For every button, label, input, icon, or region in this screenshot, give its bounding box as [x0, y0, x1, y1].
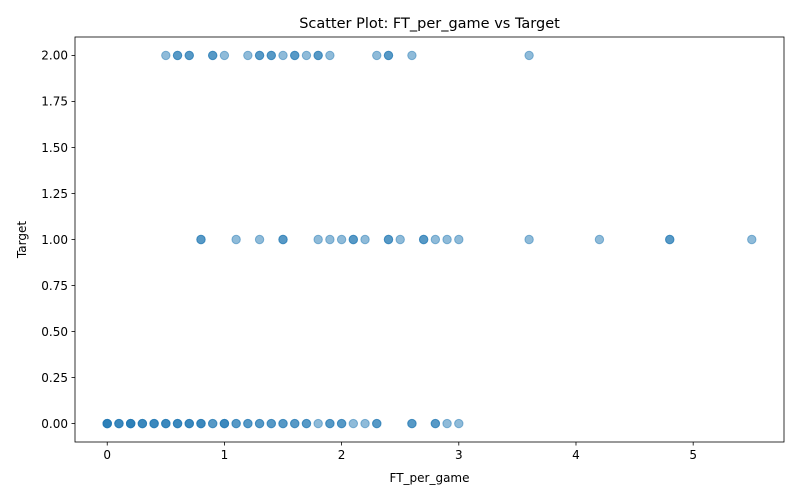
- x-tick-label: 3: [455, 448, 463, 462]
- data-point: [372, 50, 382, 61]
- data-point: [325, 234, 335, 245]
- x-tick-label: 4: [572, 448, 580, 462]
- data-point: [184, 418, 194, 429]
- data-point: [278, 234, 288, 245]
- data-point: [336, 418, 347, 429]
- data-point: [383, 234, 394, 245]
- data-point: [313, 234, 323, 245]
- x-axis: 0 1 2 3 4 5: [103, 442, 697, 462]
- data-point: [266, 418, 276, 429]
- data-point: [266, 50, 276, 61]
- data-point: [231, 418, 241, 429]
- data-point: [747, 234, 757, 245]
- data-point: [290, 418, 300, 429]
- y-tick-label: 1.75: [41, 95, 68, 109]
- x-tick-label: 2: [338, 448, 346, 462]
- data-point: [418, 234, 429, 245]
- data-point: [184, 50, 194, 61]
- data-point: [313, 418, 323, 429]
- data-point: [278, 418, 288, 429]
- data-point: [207, 418, 218, 429]
- data-point: [430, 418, 441, 429]
- data-point: [254, 234, 265, 245]
- data-point: [254, 50, 265, 61]
- data-point: [325, 418, 335, 429]
- data-point: [219, 50, 230, 61]
- data-point: [348, 418, 359, 429]
- data-point: [442, 234, 452, 245]
- data-point: [290, 50, 300, 61]
- chart-title: Scatter Plot: FT_per_game vs Target: [299, 16, 560, 32]
- data-point: [207, 50, 218, 61]
- x-tick-label: 5: [689, 448, 697, 462]
- data-point: [243, 418, 253, 429]
- data-point: [114, 418, 124, 429]
- data-point: [231, 234, 241, 245]
- data-point: [665, 234, 675, 245]
- y-tick-label: 0.25: [41, 371, 68, 385]
- data-point: [360, 234, 370, 245]
- data-point: [172, 418, 183, 429]
- data-point: [301, 418, 312, 429]
- y-tick-label: 1.50: [41, 141, 68, 155]
- data-point: [149, 418, 159, 429]
- data-point: [278, 50, 288, 61]
- x-axis-title: FT_per_game: [390, 471, 470, 485]
- data-point: [383, 50, 394, 61]
- y-axis-title: Target: [15, 221, 29, 259]
- data-point: [313, 50, 323, 61]
- data-point: [348, 234, 359, 245]
- data-point: [254, 418, 265, 429]
- data-point: [161, 50, 171, 61]
- data-point: [219, 418, 230, 429]
- data-point: [172, 50, 183, 61]
- data-point: [102, 418, 112, 429]
- data-point: [336, 234, 347, 245]
- data-point: [524, 50, 534, 61]
- data-point: [594, 234, 605, 245]
- data-point: [372, 418, 382, 429]
- data-point: [407, 418, 417, 429]
- y-tick-label: 0.50: [41, 325, 68, 339]
- data-point: [196, 418, 206, 429]
- y-tick-label: 2.00: [41, 49, 68, 63]
- data-point: [301, 50, 312, 61]
- data-point: [360, 418, 370, 429]
- data-point: [407, 50, 417, 61]
- x-tick-label: 1: [221, 448, 229, 462]
- y-tick-label: 0.00: [41, 417, 68, 431]
- data-point: [395, 234, 405, 245]
- data-point: [125, 418, 136, 429]
- data-point: [137, 418, 148, 429]
- data-point: [196, 234, 206, 245]
- y-tick-label: 1.25: [41, 187, 68, 201]
- y-tick-label: 0.75: [41, 279, 68, 293]
- data-point: [454, 418, 464, 429]
- y-axis: 0.00 0.25 0.50 0.75 1.00 1.25 1.50 1.75 2.00: [41, 49, 75, 431]
- data-point: [524, 234, 534, 245]
- data-point: [243, 50, 253, 61]
- data-point: [325, 50, 335, 61]
- x-tick-label: 0: [103, 448, 111, 462]
- data-point: [454, 234, 464, 245]
- points-layer: [102, 50, 757, 429]
- data-point: [161, 418, 171, 429]
- y-tick-label: 1.00: [41, 233, 68, 247]
- data-point: [430, 234, 441, 245]
- data-point: [442, 418, 452, 429]
